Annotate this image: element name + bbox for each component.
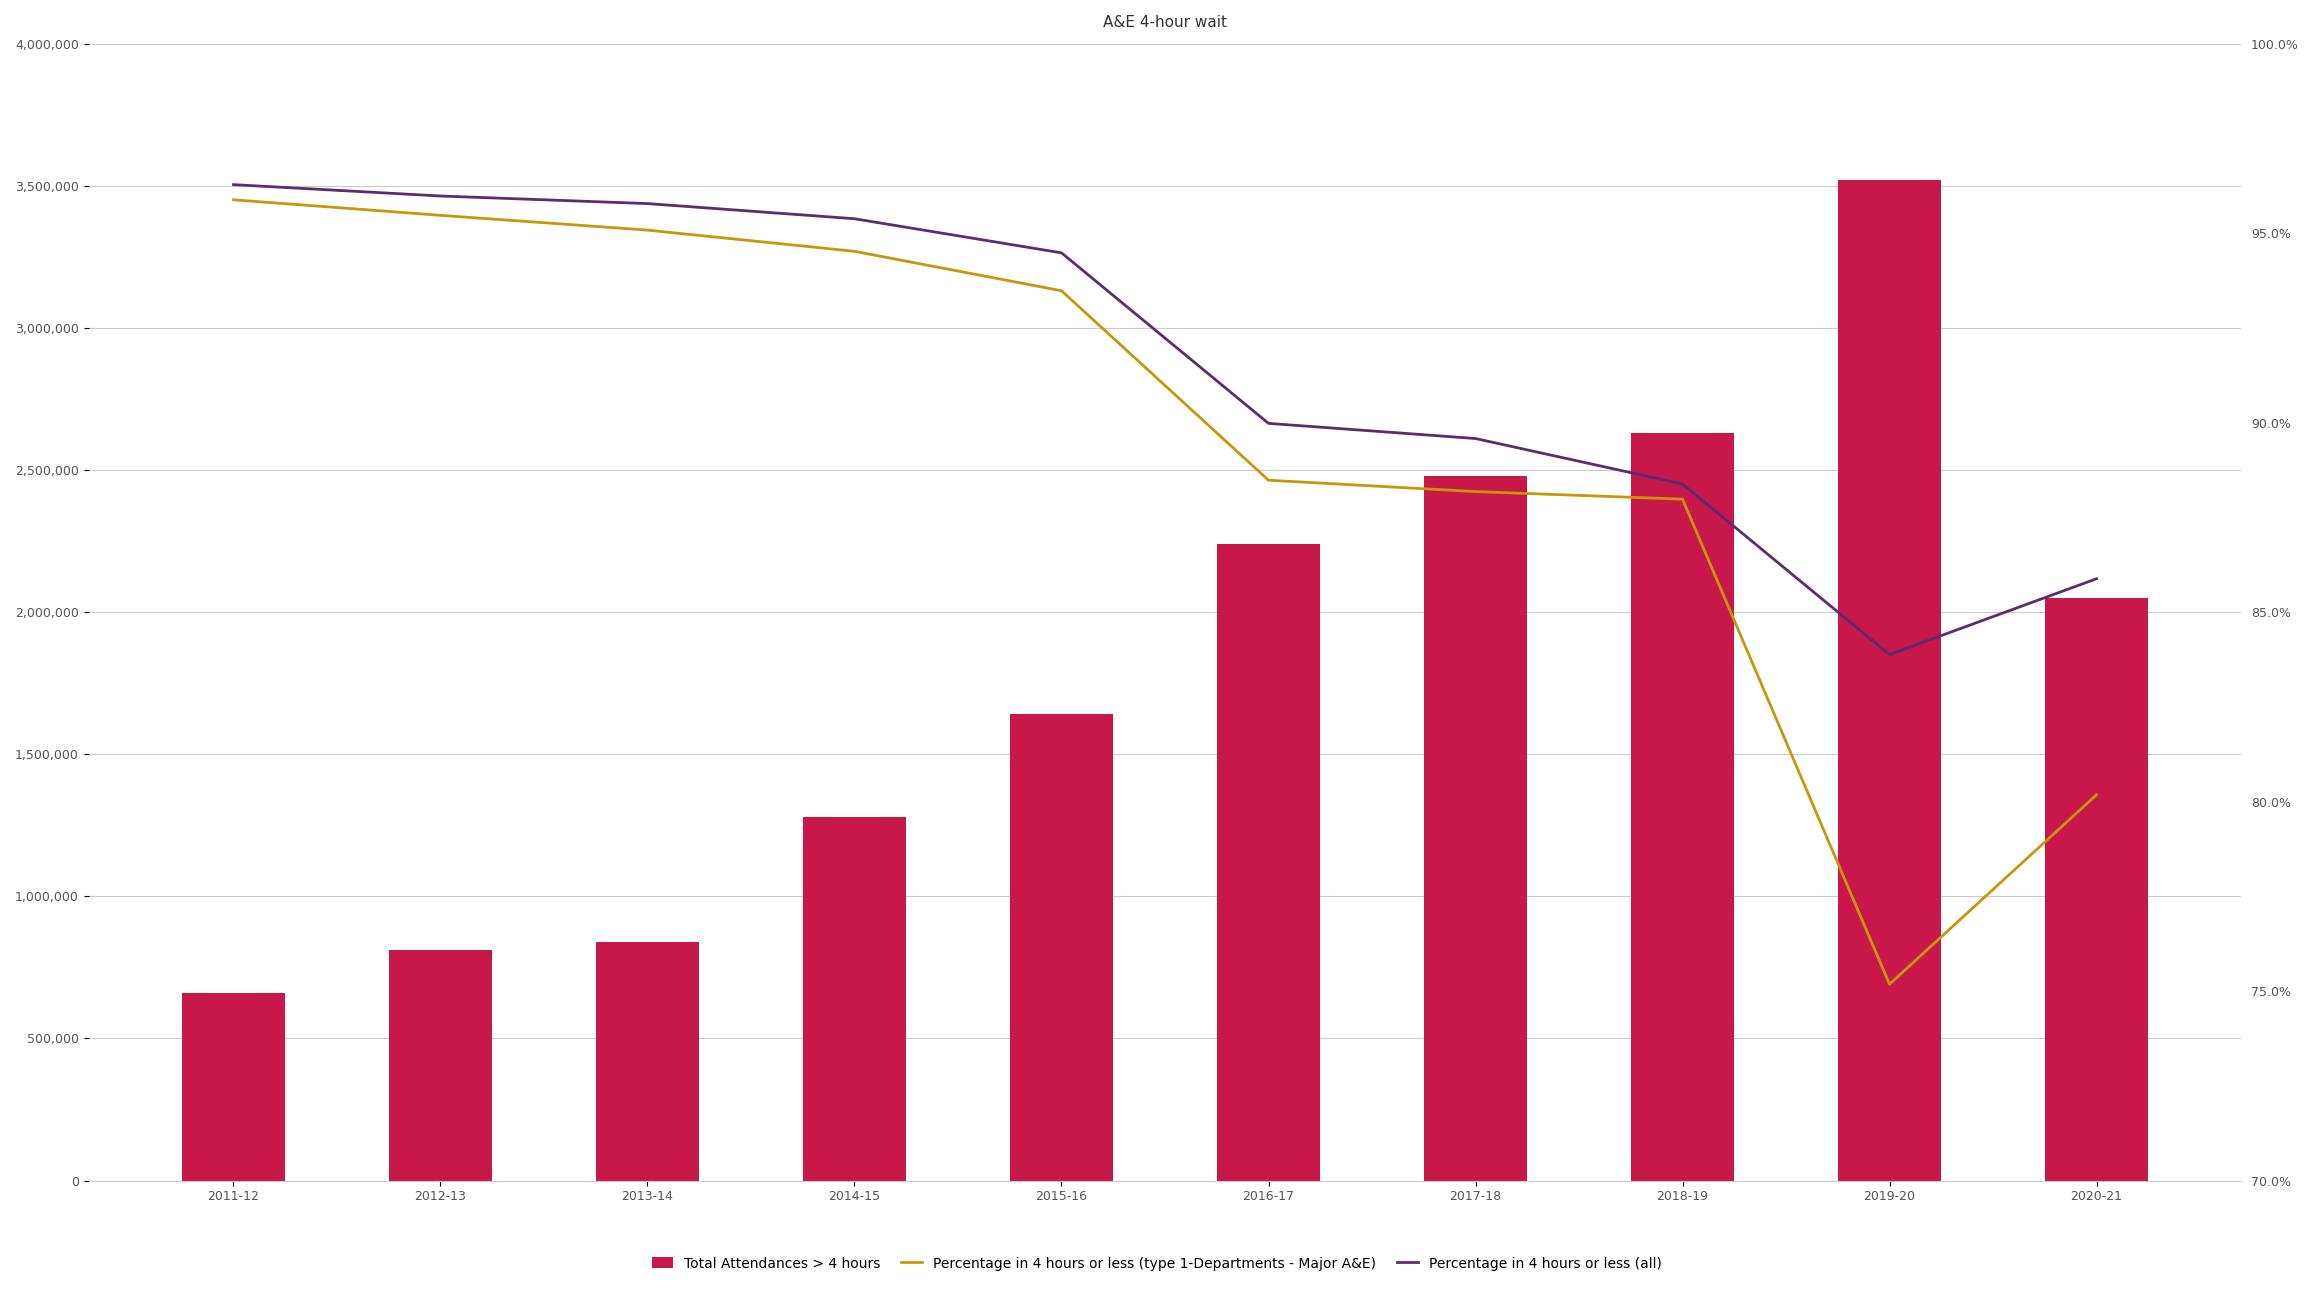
Percentage in 4 hours or less (all): [220, 176, 248, 192]
Bar: [1009, 714, 1113, 1181]
Percentage in 4 hours or less (all): [1877, 647, 1904, 662]
Percentage in 4 hours or less (type 1-Departments - Major A&E): [1254, 473, 1282, 489]
Percentage in 4 hours or less (all): [1254, 416, 1282, 432]
Percentage in 4 hours or less (type 1-Departments - Major A&E): [2083, 787, 2110, 802]
Line: Percentage in 4 hours or less (type 1-Departments - Major A&E): Percentage in 4 hours or less (type 1-De…: [234, 200, 2096, 984]
Bar: [1423, 476, 1527, 1181]
Percentage in 4 hours or less (all): [634, 196, 662, 211]
Bar: [2046, 597, 2147, 1181]
Percentage in 4 hours or less (type 1-Departments - Major A&E): [1462, 483, 1490, 499]
Percentage in 4 hours or less (type 1-Departments - Major A&E): [634, 223, 662, 238]
Percentage in 4 hours or less (all): [1668, 476, 1696, 491]
Percentage in 4 hours or less (all): [1462, 430, 1490, 446]
Bar: [1217, 544, 1321, 1181]
Percentage in 4 hours or less (all): [2083, 572, 2110, 587]
Title: A&E 4-hour wait: A&E 4-hour wait: [1104, 16, 1226, 30]
Bar: [389, 950, 493, 1181]
Percentage in 4 hours or less (type 1-Departments - Major A&E): [426, 207, 454, 223]
Line: Percentage in 4 hours or less (all): Percentage in 4 hours or less (all): [234, 184, 2096, 654]
Percentage in 4 hours or less (all): [426, 188, 454, 203]
Bar: [1631, 433, 1733, 1181]
Percentage in 4 hours or less (all): [840, 211, 868, 227]
Bar: [595, 942, 699, 1181]
Percentage in 4 hours or less (type 1-Departments - Major A&E): [1048, 283, 1076, 298]
Percentage in 4 hours or less (type 1-Departments - Major A&E): [840, 244, 868, 259]
Bar: [803, 816, 907, 1181]
Percentage in 4 hours or less (type 1-Departments - Major A&E): [1668, 491, 1696, 507]
Bar: [1837, 180, 1941, 1181]
Bar: [183, 993, 285, 1181]
Percentage in 4 hours or less (all): [1048, 245, 1076, 260]
Percentage in 4 hours or less (type 1-Departments - Major A&E): [220, 192, 248, 207]
Legend: Total Attendances > 4 hours, Percentage in 4 hours or less (type 1-Departments -: Total Attendances > 4 hours, Percentage …: [646, 1251, 1668, 1277]
Percentage in 4 hours or less (type 1-Departments - Major A&E): [1877, 976, 1904, 991]
